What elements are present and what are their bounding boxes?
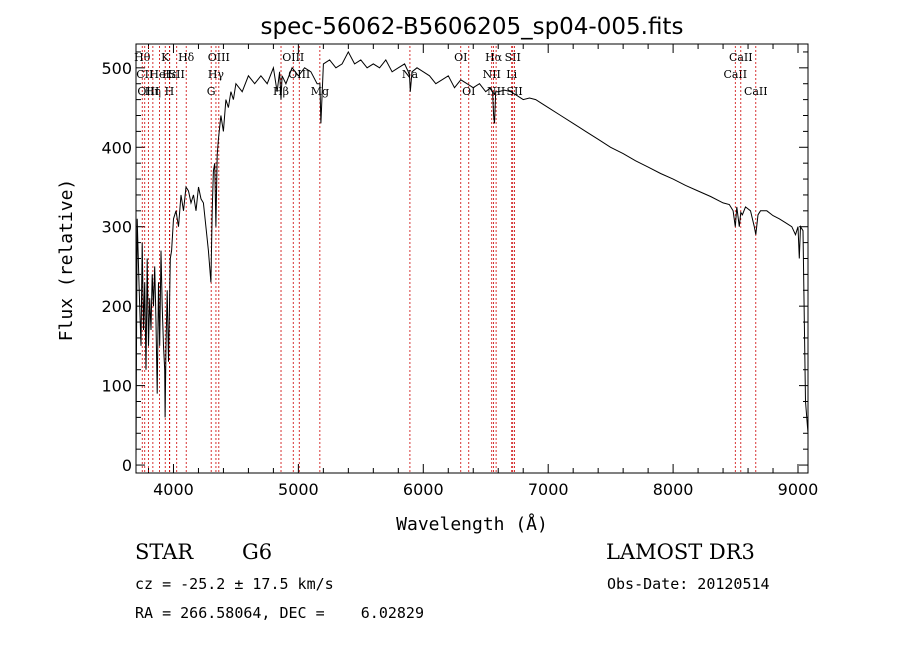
y-tick-label: 400 [101, 138, 132, 157]
line-label: Hα [485, 51, 503, 64]
observation-date: Obs-Date: 20120514 [607, 575, 770, 593]
spectral-line-markers: HθCIIOIIIHηHeIKHHεSIIHδGHγOIIIHβOIIIOIII… [134, 46, 768, 473]
line-label: Hθ [134, 51, 151, 64]
spectrum-series [135, 50, 809, 462]
line-label: Na [402, 68, 419, 81]
object-subclass: G6 [242, 540, 273, 564]
line-label: SII [506, 85, 522, 98]
x-tick-label: 4000 [153, 480, 194, 499]
line-label: Hδ [178, 51, 195, 64]
y-tick-label: 100 [101, 377, 132, 396]
y-tick-label: 0 [122, 456, 132, 475]
y-axis-label: Flux (relative) [56, 179, 77, 342]
x-axis-label: Wavelength (Å) [396, 513, 548, 535]
line-label: OI [462, 85, 475, 98]
line-label: Hε [162, 68, 178, 81]
plot-frame [135, 43, 809, 474]
line-label: G [207, 85, 216, 98]
x-tick-label: 9000 [778, 480, 819, 499]
y-tick-label: 200 [101, 297, 132, 316]
axes: 4000 5000 6000 7000 8000 9000 0 100 200 300 400 500 [101, 43, 819, 499]
x-tick-label: 7000 [528, 480, 569, 499]
line-label: SII [169, 68, 185, 81]
sky-coordinates: RA = 266.58064, DEC = 6.02829 [135, 604, 424, 622]
line-label: OIII [282, 51, 304, 64]
line-label: SII [505, 51, 521, 64]
y-tick-label: 300 [101, 218, 132, 237]
line-label: HeI [149, 68, 169, 81]
object-type: STAR [135, 540, 194, 564]
survey-name: LAMOST DR3 [606, 540, 755, 564]
line-label: NII [483, 68, 501, 81]
line-label: Li [506, 68, 517, 81]
line-label: CII [136, 68, 153, 81]
chart-title: spec-56062-B5606205_sp04-005.fits [261, 14, 684, 40]
spectrum-line [135, 50, 809, 462]
line-label: Hγ [208, 68, 225, 81]
redshift-velocity: cz = -25.2 ± 17.5 km/s [135, 575, 334, 593]
line-label: CaII [723, 68, 747, 81]
x-tick-label: 8000 [653, 480, 694, 499]
x-tick-label: 6000 [403, 480, 444, 499]
line-label: Hη [145, 85, 161, 98]
line-label: OI [454, 51, 467, 64]
y-tick-label: 500 [101, 59, 132, 78]
line-label: CaII [729, 51, 753, 64]
x-tick-label: 5000 [278, 480, 319, 499]
line-label: K [161, 51, 170, 64]
line-label: CaII [744, 85, 768, 98]
line-label: OIII [137, 85, 159, 98]
line-label: OIII [208, 51, 230, 64]
